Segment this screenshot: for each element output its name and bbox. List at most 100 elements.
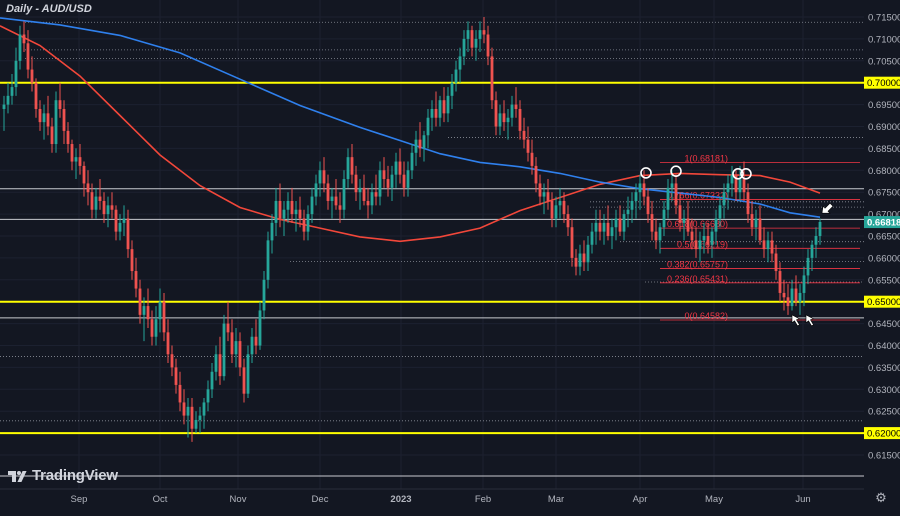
candle-bull[interactable] (498, 104, 502, 136)
candle-bear[interactable] (162, 292, 166, 342)
candle-bull[interactable] (306, 205, 310, 241)
candle-bear[interactable] (366, 187, 370, 219)
candle-bull[interactable] (622, 209, 626, 241)
candle-bull[interactable] (14, 47, 18, 96)
candle-bull[interactable] (222, 314, 226, 381)
candle-bear[interactable] (66, 122, 70, 153)
candle-bull[interactable] (106, 196, 110, 228)
candle-bull[interactable] (358, 179, 362, 210)
candle-bull[interactable] (286, 192, 290, 223)
time-axis[interactable]: Sep Oct Nov Dec 2023 Feb Mar Apr May Jun (71, 494, 811, 505)
candle-bull[interactable] (610, 218, 614, 250)
candle-bear[interactable] (298, 196, 302, 228)
candle-bull[interactable] (790, 279, 794, 311)
candle-bull[interactable] (542, 183, 546, 215)
candle-bull[interactable] (54, 91, 58, 153)
gear-icon[interactable]: ⚙ (875, 491, 887, 506)
candle-bull[interactable] (722, 183, 726, 219)
candle-bear[interactable] (606, 205, 610, 241)
candle-bear[interactable] (646, 187, 650, 223)
candle-bull[interactable] (194, 411, 198, 434)
candle-bull[interactable] (450, 73, 454, 109)
candle-bull[interactable] (682, 209, 686, 241)
candle-bear[interactable] (746, 183, 750, 223)
candle-bear[interactable] (58, 82, 62, 118)
candle-bear[interactable] (170, 345, 174, 377)
candle-bear[interactable] (78, 144, 82, 175)
candle-bull[interactable] (346, 148, 350, 188)
candle-bull[interactable] (370, 183, 374, 215)
candle-bear[interactable] (354, 165, 358, 201)
candle-bull[interactable] (270, 214, 274, 254)
candle-bear[interactable] (782, 279, 786, 311)
candle-bull[interactable] (378, 161, 382, 206)
candle-bull[interactable] (94, 187, 98, 219)
candle-bull[interactable] (466, 21, 470, 53)
candle-bear[interactable] (34, 78, 38, 118)
candle-bull[interactable] (294, 200, 298, 232)
candle-bull[interactable] (282, 200, 286, 236)
candle-bear[interactable] (150, 310, 154, 346)
candle-bull[interactable] (586, 236, 590, 272)
candle-bear[interactable] (102, 192, 106, 223)
candle-bull[interactable] (394, 152, 398, 188)
candle-bear[interactable] (522, 117, 526, 149)
candle-bull[interactable] (122, 205, 126, 236)
candle-bear[interactable] (514, 87, 518, 118)
candle-bear[interactable] (338, 192, 342, 223)
candle-bull[interactable] (702, 222, 706, 254)
candle-bear[interactable] (126, 209, 130, 258)
candle-bear[interactable] (686, 200, 690, 236)
candle-bull[interactable] (6, 82, 10, 114)
candle-bear[interactable] (38, 100, 42, 131)
candle-bear[interactable] (534, 157, 538, 193)
candle-bull[interactable] (798, 284, 802, 315)
candle-bear[interactable] (218, 336, 222, 385)
candle-bull[interactable] (698, 231, 702, 263)
candle-bear[interactable] (650, 200, 654, 241)
candle-bear[interactable] (130, 240, 134, 280)
candle-bull[interactable] (614, 209, 618, 241)
candle-bull[interactable] (478, 21, 482, 53)
candle-bear[interactable] (90, 183, 94, 219)
candle-bull[interactable] (666, 179, 670, 219)
candle-bear[interactable] (734, 170, 738, 201)
candle-bull[interactable] (414, 130, 418, 166)
candle-bull[interactable] (670, 170, 674, 201)
candle-bull[interactable] (310, 187, 314, 223)
candle-bear[interactable] (278, 183, 282, 228)
candle-bear[interactable] (50, 117, 54, 153)
candle-bull[interactable] (714, 209, 718, 245)
candle-bull[interactable] (558, 187, 562, 219)
candle-bear[interactable] (570, 218, 574, 267)
candle-bear[interactable] (694, 227, 698, 258)
candle-bear[interactable] (434, 91, 438, 127)
candle-bear[interactable] (254, 319, 258, 355)
candle-bear[interactable] (322, 157, 326, 193)
candle-bear[interactable] (98, 179, 102, 210)
candle-bear[interactable] (750, 200, 754, 236)
candle-bull[interactable] (590, 222, 594, 254)
candle-bear[interactable] (482, 17, 486, 44)
candle-bear[interactable] (22, 21, 26, 53)
candle-bear[interactable] (174, 358, 178, 394)
candle-bull[interactable] (10, 73, 14, 105)
candle-bear[interactable] (110, 192, 114, 219)
candle-bear[interactable] (418, 122, 422, 158)
candle-bull[interactable] (626, 196, 630, 228)
candle-bear[interactable] (386, 165, 390, 197)
candle-bear[interactable] (518, 100, 522, 140)
candle-bull[interactable] (802, 266, 806, 307)
candle-bull[interactable] (210, 363, 214, 399)
candle-bear[interactable] (530, 139, 534, 175)
candle-bull[interactable] (806, 249, 810, 285)
candle-bear[interactable] (374, 174, 378, 206)
candle-bear[interactable] (62, 100, 66, 145)
candle-bear[interactable] (794, 275, 798, 307)
candle-bear[interactable] (502, 100, 506, 131)
candle-bull[interactable] (662, 200, 666, 236)
candle-bear[interactable] (538, 174, 542, 206)
candle-bull[interactable] (458, 47, 462, 83)
